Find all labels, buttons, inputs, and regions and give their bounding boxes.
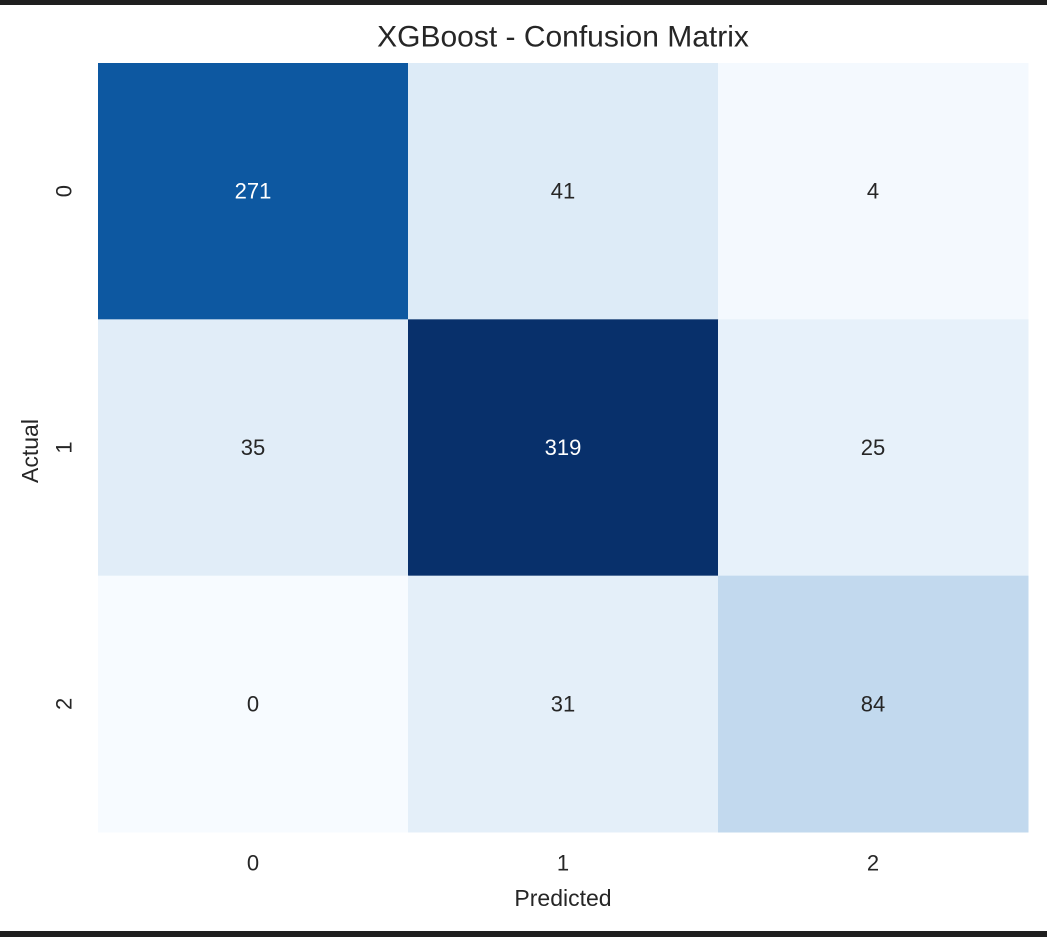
cell-value-2-1: 31 — [551, 691, 575, 716]
cell-value-0-2: 4 — [867, 179, 879, 204]
heatmap-cells: 271 41 4 35 319 25 0 31 84 — [98, 63, 1029, 833]
confusion-matrix-chart: XGBoost - Confusion Matrix 271 41 4 35 319 25… — [0, 5, 1047, 931]
y-tick-labels: 0 1 2 — [52, 185, 77, 710]
cell-value-1-1: 319 — [545, 435, 582, 460]
chart-title: XGBoost - Confusion Matrix — [377, 21, 749, 54]
y-tick-label-2: 2 — [52, 698, 77, 710]
x-tick-label-2: 2 — [867, 851, 879, 876]
cell-value-2-2: 84 — [861, 691, 885, 716]
x-tick-label-1: 1 — [557, 851, 569, 876]
cell-value-0-1: 41 — [551, 179, 575, 204]
y-axis-label: Actual — [17, 419, 43, 483]
cell-value-1-0: 35 — [241, 435, 265, 460]
y-tick-label-0: 0 — [52, 185, 77, 197]
cell-value-1-2: 25 — [861, 435, 885, 460]
cell-value-0-0: 271 — [235, 179, 272, 204]
figure-canvas: XGBoost - Confusion Matrix 271 41 4 35 319 25… — [0, 5, 1047, 931]
y-tick-label-1: 1 — [52, 441, 77, 453]
x-axis-label: Predicted — [514, 885, 611, 911]
cell-value-2-0: 0 — [247, 691, 259, 716]
x-tick-label-0: 0 — [247, 851, 259, 876]
x-tick-labels: 0 1 2 — [247, 851, 879, 876]
